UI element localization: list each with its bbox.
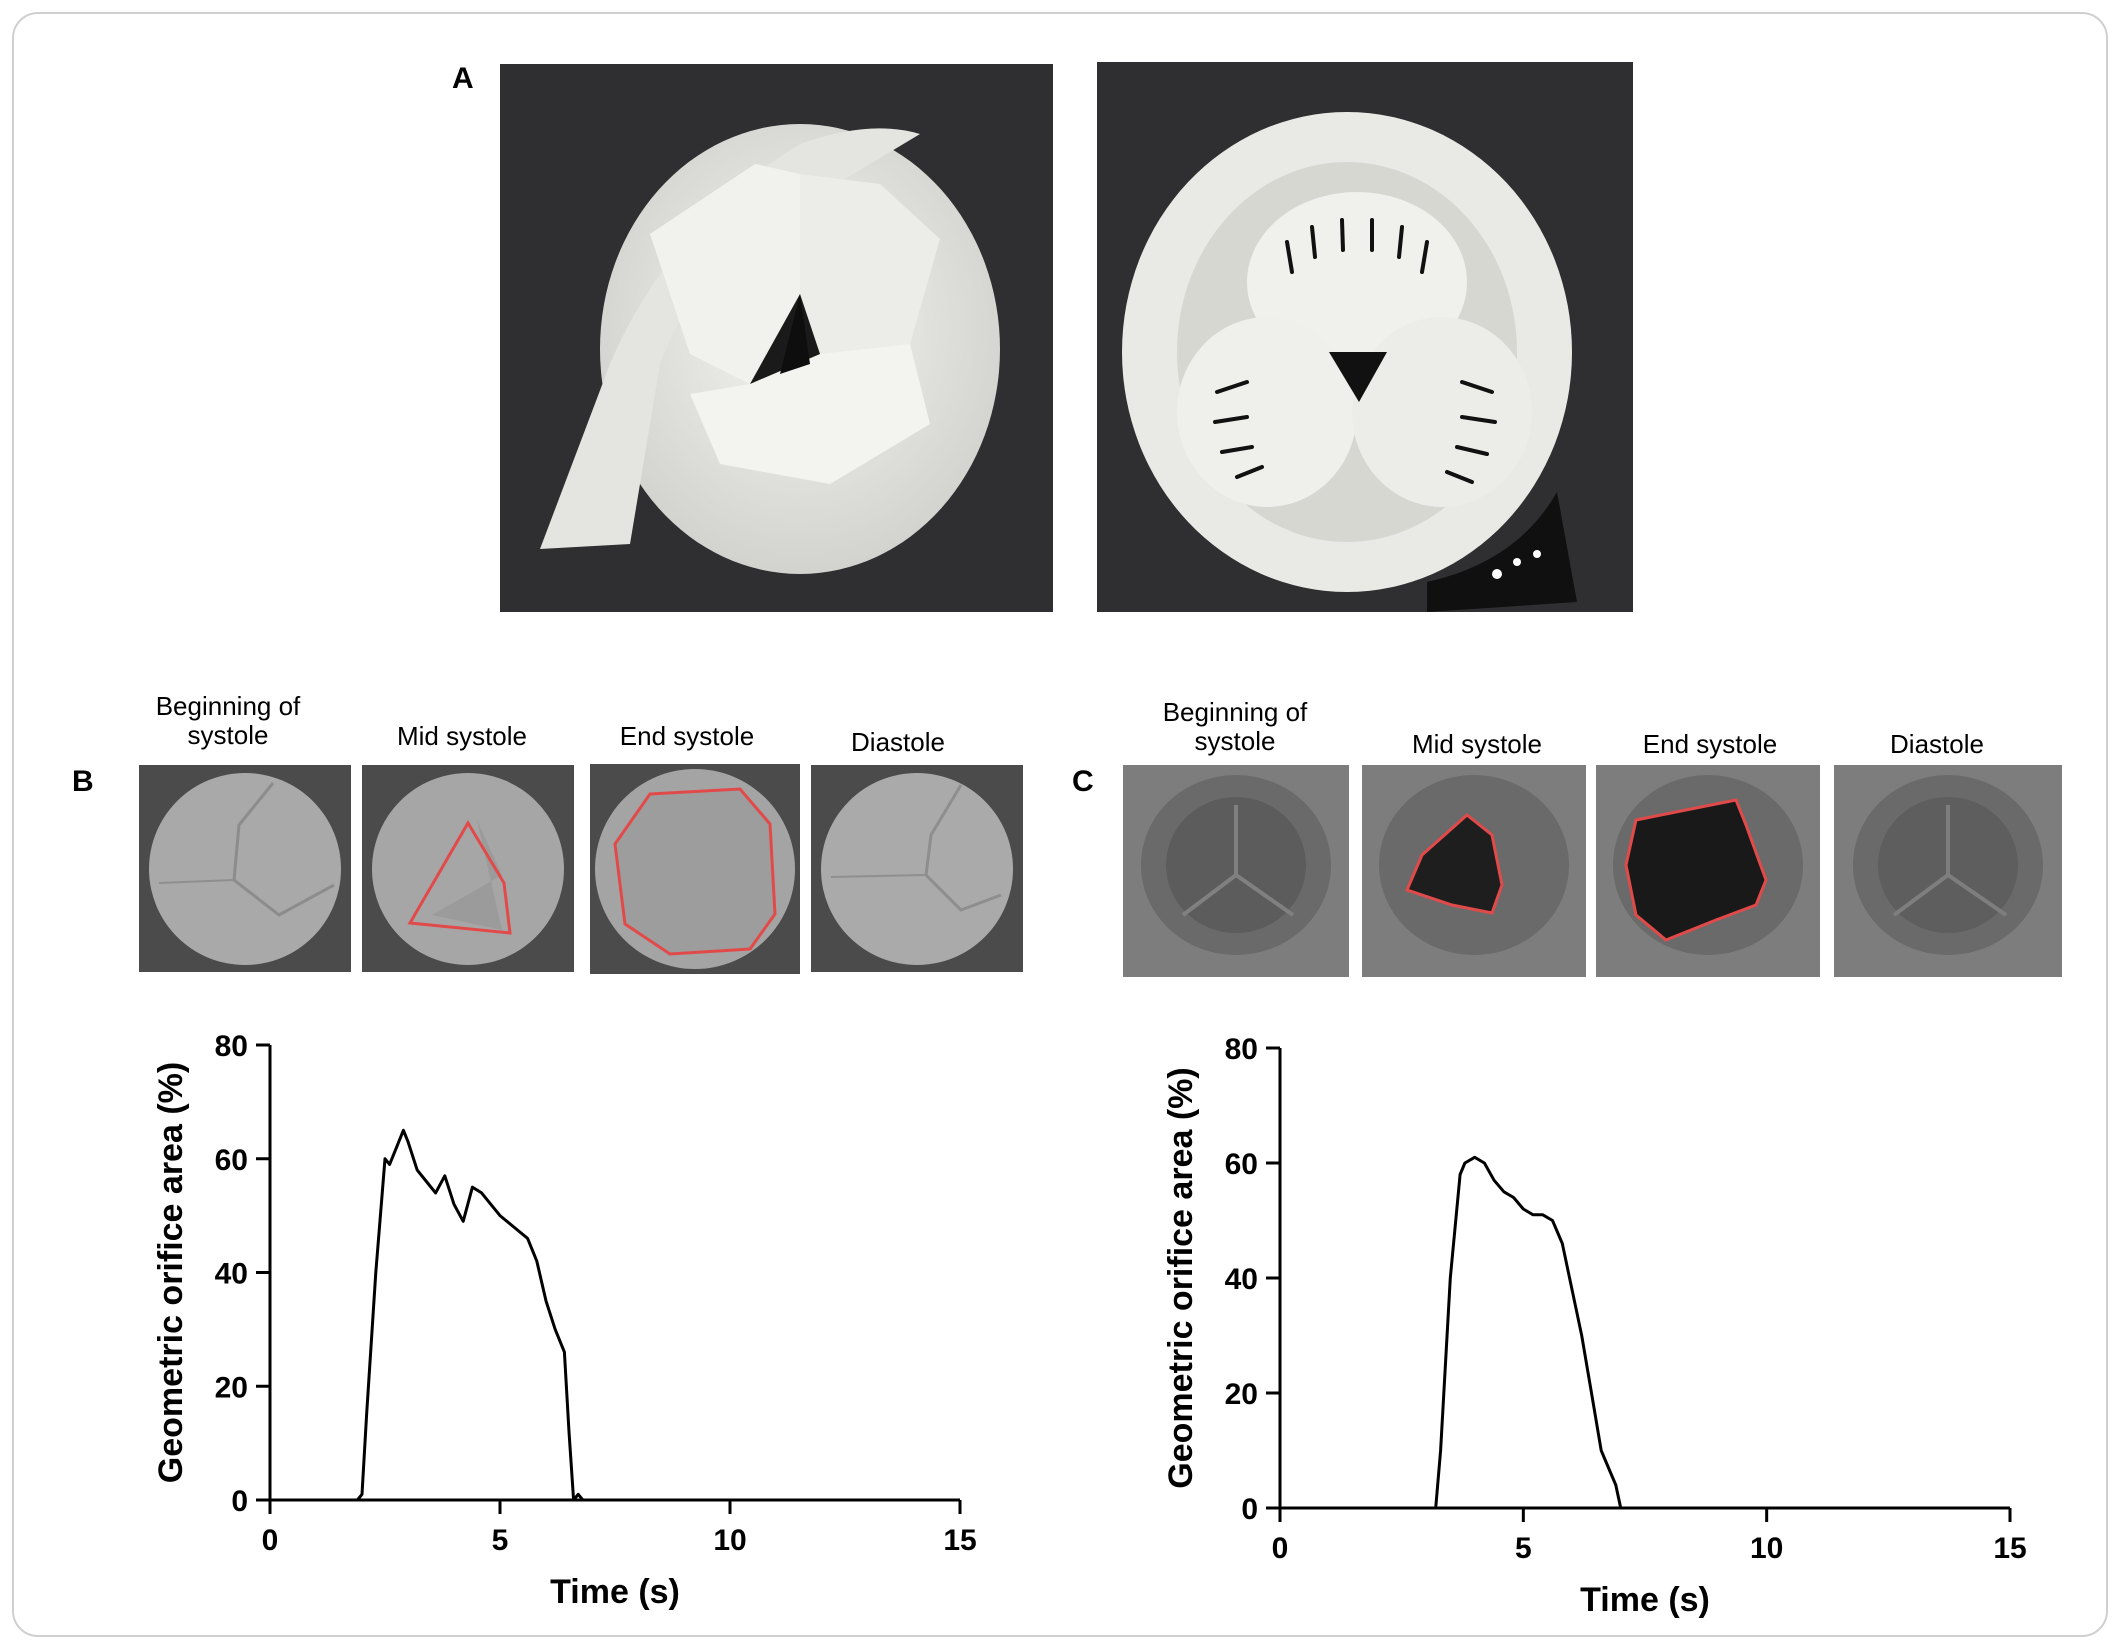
chart-b-x-tick-label-1: 5: [492, 1524, 509, 1557]
chart-b-y-tick-label-2: 40: [215, 1258, 248, 1291]
panel-a-letter: A: [452, 62, 474, 95]
chart-b-x-axis-label: Time (s): [550, 1573, 680, 1611]
chart-c-y-tick-label-2: 40: [1225, 1263, 1258, 1296]
panel-b-label-beginning-systole: Beginning of systole: [155, 691, 301, 750]
chart-c-x-tick-label-2: 10: [1750, 1532, 1783, 1565]
panel-c-label-end-systole: End systole: [1642, 729, 1778, 759]
panel-b-label-end-systole: End systole: [619, 721, 755, 751]
panel-c-frame-diastole: [1834, 765, 2062, 977]
panel-a-photo-left: [500, 64, 1053, 612]
chart-b-x-tick-label-3: 15: [943, 1524, 976, 1557]
chart-b-y-tick-label-1: 20: [215, 1371, 248, 1404]
chart-c-series-0-line: [1280, 1155, 2010, 1510]
chart-b-x-tick-label-2: 10: [713, 1524, 746, 1557]
panel-c-frame-end-systole: [1596, 765, 1820, 977]
chart-c-x-tick-label-1: 5: [1515, 1532, 1532, 1565]
panel-c-frame-beginning-systole: [1123, 765, 1349, 977]
panel-c-label-mid-systole: Mid systole: [1411, 729, 1543, 759]
chart-c-y-tick-label-4: 80: [1225, 1033, 1258, 1066]
chart-c-y-axis-label: Geometric orifice area (%): [1162, 1067, 1200, 1488]
panel-a-photo-right: [1097, 62, 1633, 612]
panel-c-label-beginning-systole: Beginning of systole: [1162, 697, 1308, 756]
panel-b-chart: 0 20 40 60 80 0 5 10 15 Time (s) Geometric orifice…: [152, 1030, 977, 1611]
panel-b-frame-mid-systole: [362, 765, 574, 972]
panel-c-label-diastole: Diastole: [1890, 729, 1984, 759]
chart-c-y-tick-label-0: 0: [1241, 1493, 1258, 1526]
panel-b-label-mid-systole: Mid systole: [396, 721, 528, 751]
chart-b-x-tick-label-0: 0: [262, 1524, 279, 1557]
panel-b-frame-end-systole: [590, 764, 800, 974]
chart-b-y-axis-label: Geometric orifice area (%): [152, 1062, 190, 1483]
panel-c-frame-mid-systole: [1362, 765, 1586, 977]
chart-c-x-tick-label-3: 15: [1993, 1532, 2026, 1565]
panel-c-letter: C: [1072, 765, 1094, 798]
chart-c-y-tick-label-1: 20: [1225, 1378, 1258, 1411]
chart-c-y-tick-label-3: 60: [1225, 1148, 1258, 1181]
panel-b-letter: B: [72, 765, 94, 798]
chart-c-x-tick-label-0: 0: [1272, 1532, 1289, 1565]
chart-b-y-tick-label-4: 80: [215, 1030, 248, 1063]
figure-border: [12, 12, 2108, 1637]
panel-b-label-diastole: Diastole: [851, 727, 945, 757]
chart-b-y-tick-label-0: 0: [231, 1485, 248, 1518]
chart-b-y-tick-label-3: 60: [215, 1144, 248, 1177]
panel-b-frame-diastole: [811, 765, 1023, 972]
panel-c-chart: 0 20 40 60 80 0 5 10 15 Time (s) Geometric orifice…: [1162, 1033, 2027, 1619]
chart-b-series-0-line: [270, 1128, 960, 1502]
panel-b-frame-beginning-systole: [139, 765, 351, 972]
chart-c-x-axis-label: Time (s): [1580, 1581, 1710, 1619]
